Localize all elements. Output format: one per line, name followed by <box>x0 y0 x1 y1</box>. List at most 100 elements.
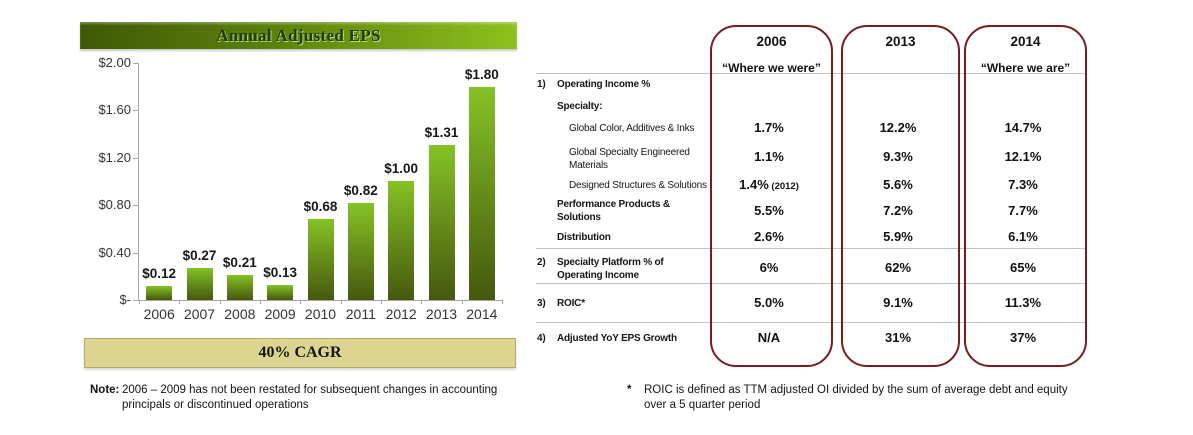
row-label-line: Operating Income <box>557 270 639 281</box>
table-value: 7.7% <box>1008 203 1038 218</box>
x-axis-label: 2008 <box>224 306 256 322</box>
separator-line <box>536 322 1087 323</box>
row-label-line: Designed Structures & Solutions <box>569 180 707 191</box>
chart-footnote: Note: 2006 – 2009 has not been restated … <box>90 383 497 413</box>
row-label-line: Adjusted YoY EPS Growth <box>557 333 677 344</box>
y-tick-label: $2.00 <box>98 55 131 70</box>
bar-2012 <box>388 181 415 300</box>
roic-footnote: * ROIC is defined as TTM adjusted OI div… <box>627 383 1068 413</box>
table-value: N/A <box>757 330 781 345</box>
y-tick-mark <box>133 205 138 207</box>
table-value: 12.2% <box>879 120 917 135</box>
y-tick-label: $0.80 <box>98 197 131 213</box>
bar-value-label: $0.21 <box>222 255 257 270</box>
x-tick-mark <box>260 300 261 304</box>
column-box-2013: 2013 <box>841 25 960 367</box>
column-year-2006: 2006 <box>756 34 787 49</box>
column-box-2014: 2014 “Where we are” <box>964 25 1087 367</box>
column-subtitle-2014: “Where we are” <box>980 61 1071 75</box>
x-axis-label: 2012 <box>385 306 417 322</box>
bar-value-label: $0.27 <box>182 248 217 263</box>
bar-2013 <box>428 145 455 300</box>
x-tick-mark <box>139 300 140 304</box>
x-tick-mark <box>381 300 382 304</box>
table-value: 62% <box>884 260 912 275</box>
row-label: Performance Products & Solutions <box>557 198 670 224</box>
y-tick-label: $1.20 <box>98 149 131 165</box>
bar-2008 <box>226 275 253 300</box>
table-value: 12.1% <box>1004 149 1042 164</box>
row-number: 2) <box>537 257 546 268</box>
y-tick-label: $0.40 <box>98 244 131 260</box>
footnote-line: over a 5 quarter period <box>644 399 761 411</box>
x-tick-mark <box>421 300 423 304</box>
footnote-line: ROIC is defined as TTM adjusted OI divid… <box>644 384 1068 396</box>
chart-title: Annual Adjusted EPS <box>216 25 381 45</box>
x-tick-mark <box>461 300 463 304</box>
bar-2014 <box>468 87 495 300</box>
y-tick-label: $- <box>119 292 131 307</box>
cagr-label: 40% CAGR <box>258 344 342 361</box>
value-note: (2012) <box>768 181 799 192</box>
row-label: 1) Operating Income % <box>537 78 650 91</box>
row-label: Distribution <box>557 231 611 244</box>
x-axis-label: 2007 <box>183 306 216 322</box>
x-axis-label: 2009 <box>264 306 296 322</box>
footnote-line: principals or discontinued operations <box>122 399 309 411</box>
bar-2007 <box>186 268 213 300</box>
table-value: 6% <box>759 260 779 275</box>
separator-line <box>536 283 1087 284</box>
bar-2010 <box>307 219 334 300</box>
bar-value-label: $1.31 <box>424 125 459 140</box>
x-axis-label: 2011 <box>345 306 376 322</box>
row-label: 3) ROIC* <box>537 297 585 310</box>
bar-value-label: $1.00 <box>384 161 419 176</box>
table-value: 6.1% <box>1008 229 1038 244</box>
table-value: 14.7% <box>1004 120 1042 135</box>
table-value: 5.0% <box>754 295 784 310</box>
x-tick-mark <box>219 300 221 304</box>
y-tick-mark <box>133 63 138 64</box>
x-axis-label: 2013 <box>425 306 458 322</box>
separator-line <box>536 73 1087 74</box>
row-label: 4) Adjusted YoY EPS Growth <box>537 332 677 345</box>
x-axis-label: 2014 <box>466 306 498 322</box>
y-tick-mark <box>133 252 138 254</box>
note-label: Note: <box>90 384 120 396</box>
bar-2006 <box>146 286 173 300</box>
asterisk-marker: * <box>627 384 632 396</box>
table-value: 1.1% <box>754 149 784 164</box>
row-label-line: Materials <box>569 160 608 171</box>
row-number: 3) <box>537 298 546 309</box>
chart-title-banner: Annual Adjusted EPS <box>80 22 517 49</box>
table-value: 9.3% <box>883 149 913 164</box>
bar-value-label: $0.13 <box>263 265 298 280</box>
table-value: 2.6% <box>754 229 784 244</box>
chart-footnote-text: 2006 – 2009 has not been restated for su… <box>122 383 497 413</box>
table-value: 1.7% <box>754 120 784 135</box>
table-value: 37% <box>1009 330 1037 345</box>
x-tick-mark <box>340 300 342 304</box>
bar-chart-plot: $2.00 $1.60 $1.20 $0.80 $0.40 $- $0.12 2006 $0.2… <box>98 55 503 322</box>
row-label: Designed Structures & Solutions <box>569 179 707 192</box>
table-value: 5.6% <box>883 177 913 192</box>
row-label-line: ROIC* <box>557 298 585 309</box>
cagr-banner: 40% CAGR <box>84 338 516 368</box>
table-value: 31% <box>884 330 912 345</box>
separator-line <box>536 248 1087 249</box>
table-value: 65% <box>1009 260 1037 275</box>
x-tick-mark <box>300 300 302 304</box>
row-label-line: Global Color, Additives & Inks <box>569 123 695 134</box>
roic-footnote-text: ROIC is defined as TTM adjusted OI divid… <box>644 383 1068 413</box>
x-tick-mark <box>502 300 503 304</box>
column-subtitle-2006: “Where we were” <box>722 61 821 75</box>
x-axis-label: 2006 <box>143 306 175 322</box>
column-year-2013: 2013 <box>885 34 916 49</box>
row-label-line: Global Specialty Engineered <box>569 147 690 158</box>
row-number: 4) <box>537 333 546 344</box>
row-label-line: Solutions <box>557 212 601 223</box>
y-tick-label: $1.60 <box>98 102 131 118</box>
row-label: 2) Specialty Platform % of Operating Incom… <box>537 256 664 282</box>
